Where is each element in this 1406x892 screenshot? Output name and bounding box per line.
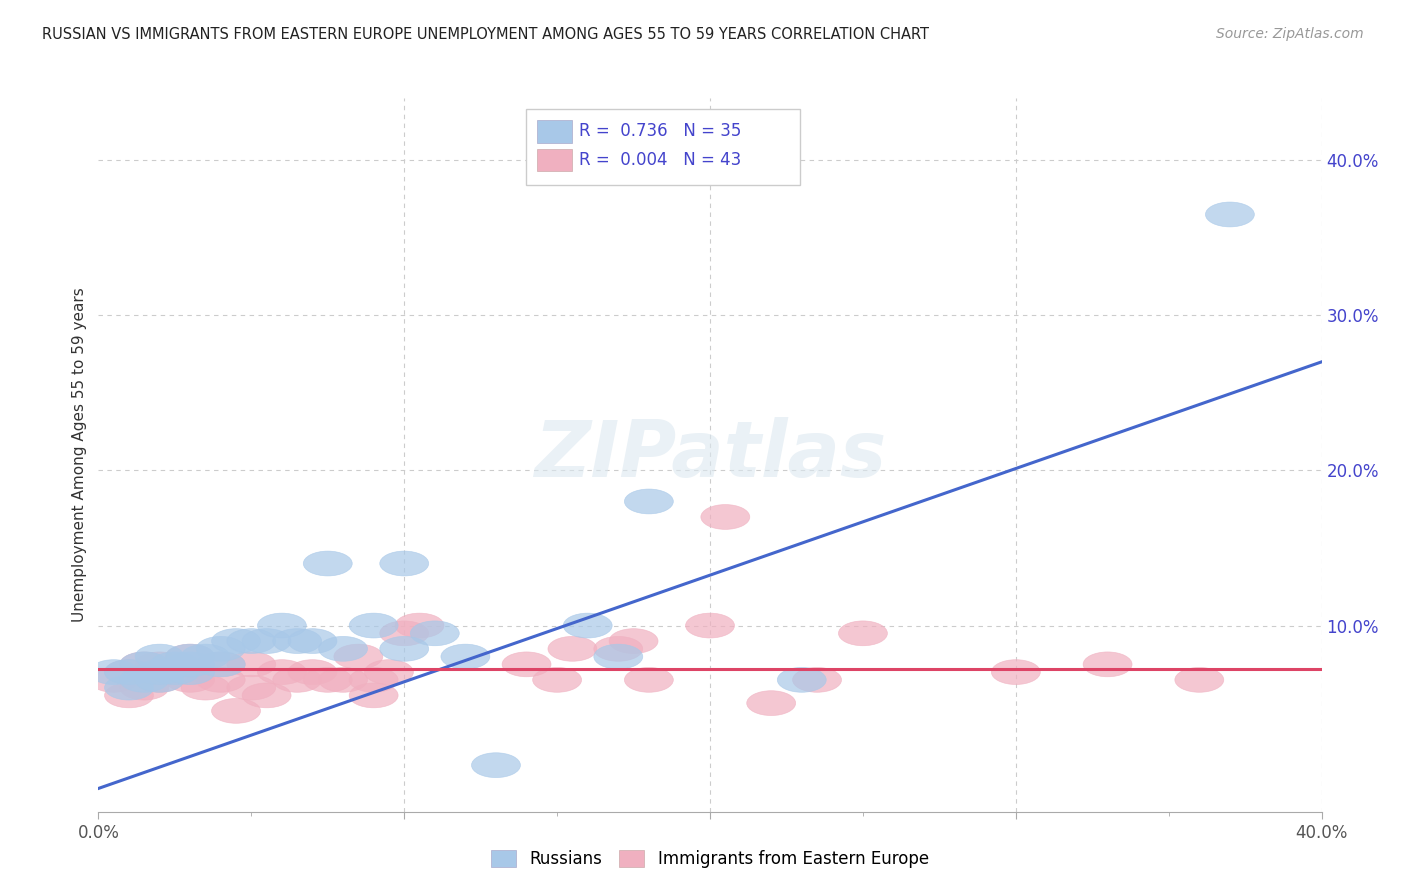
Circle shape <box>135 660 184 684</box>
Circle shape <box>548 636 598 661</box>
Circle shape <box>135 644 184 669</box>
Circle shape <box>135 652 184 677</box>
Circle shape <box>349 683 398 707</box>
Circle shape <box>150 660 200 684</box>
Circle shape <box>349 667 398 692</box>
Circle shape <box>211 629 260 654</box>
Circle shape <box>226 675 276 700</box>
Circle shape <box>991 660 1040 684</box>
Circle shape <box>104 660 153 684</box>
Circle shape <box>593 636 643 661</box>
Circle shape <box>441 644 489 669</box>
Circle shape <box>1083 652 1132 677</box>
Circle shape <box>395 613 444 638</box>
Circle shape <box>624 667 673 692</box>
Circle shape <box>273 667 322 692</box>
Legend: Russians, Immigrants from Eastern Europe: Russians, Immigrants from Eastern Europe <box>485 843 935 875</box>
Text: R =  0.736   N = 35: R = 0.736 N = 35 <box>579 122 741 140</box>
Circle shape <box>257 613 307 638</box>
Circle shape <box>319 667 367 692</box>
Circle shape <box>564 613 612 638</box>
Circle shape <box>411 621 460 646</box>
Text: R =  0.004   N = 43: R = 0.004 N = 43 <box>579 151 741 169</box>
Circle shape <box>135 667 184 692</box>
Circle shape <box>166 667 215 692</box>
Circle shape <box>226 629 276 654</box>
Circle shape <box>166 652 215 677</box>
Circle shape <box>135 667 184 692</box>
Circle shape <box>1205 202 1254 227</box>
Circle shape <box>288 629 337 654</box>
Text: Source: ZipAtlas.com: Source: ZipAtlas.com <box>1216 27 1364 41</box>
Circle shape <box>1175 667 1223 692</box>
Circle shape <box>288 660 337 684</box>
Circle shape <box>502 652 551 677</box>
Circle shape <box>104 683 153 707</box>
Circle shape <box>333 644 382 669</box>
Circle shape <box>686 613 734 638</box>
Circle shape <box>89 660 138 684</box>
Circle shape <box>304 667 353 692</box>
Circle shape <box>793 667 842 692</box>
Circle shape <box>120 667 169 692</box>
Circle shape <box>89 667 138 692</box>
Circle shape <box>242 683 291 707</box>
Text: ZIPatlas: ZIPatlas <box>534 417 886 493</box>
Circle shape <box>197 636 245 661</box>
Circle shape <box>181 675 231 700</box>
Circle shape <box>273 629 322 654</box>
Circle shape <box>380 621 429 646</box>
Circle shape <box>197 652 245 677</box>
Circle shape <box>166 660 215 684</box>
Circle shape <box>166 660 215 684</box>
Circle shape <box>257 660 307 684</box>
Circle shape <box>471 753 520 778</box>
Circle shape <box>120 652 169 677</box>
Circle shape <box>226 652 276 677</box>
Circle shape <box>104 675 153 700</box>
Circle shape <box>533 667 582 692</box>
Circle shape <box>242 629 291 654</box>
Circle shape <box>150 652 200 677</box>
Circle shape <box>181 644 231 669</box>
Circle shape <box>624 489 673 514</box>
Circle shape <box>120 675 169 700</box>
Circle shape <box>609 629 658 654</box>
Circle shape <box>104 660 153 684</box>
Circle shape <box>319 636 367 661</box>
Circle shape <box>380 551 429 576</box>
Circle shape <box>778 667 827 692</box>
Circle shape <box>700 505 749 529</box>
Circle shape <box>197 652 245 677</box>
Circle shape <box>211 698 260 723</box>
Circle shape <box>304 551 353 576</box>
Circle shape <box>747 690 796 715</box>
Circle shape <box>120 652 169 677</box>
Circle shape <box>166 644 215 669</box>
Circle shape <box>349 613 398 638</box>
Circle shape <box>593 644 643 669</box>
Circle shape <box>364 660 413 684</box>
Y-axis label: Unemployment Among Ages 55 to 59 years: Unemployment Among Ages 55 to 59 years <box>72 287 87 623</box>
Circle shape <box>166 644 215 669</box>
Circle shape <box>380 636 429 661</box>
Circle shape <box>197 667 245 692</box>
Circle shape <box>150 660 200 684</box>
Circle shape <box>838 621 887 646</box>
Text: RUSSIAN VS IMMIGRANTS FROM EASTERN EUROPE UNEMPLOYMENT AMONG AGES 55 TO 59 YEARS: RUSSIAN VS IMMIGRANTS FROM EASTERN EUROP… <box>42 27 929 42</box>
